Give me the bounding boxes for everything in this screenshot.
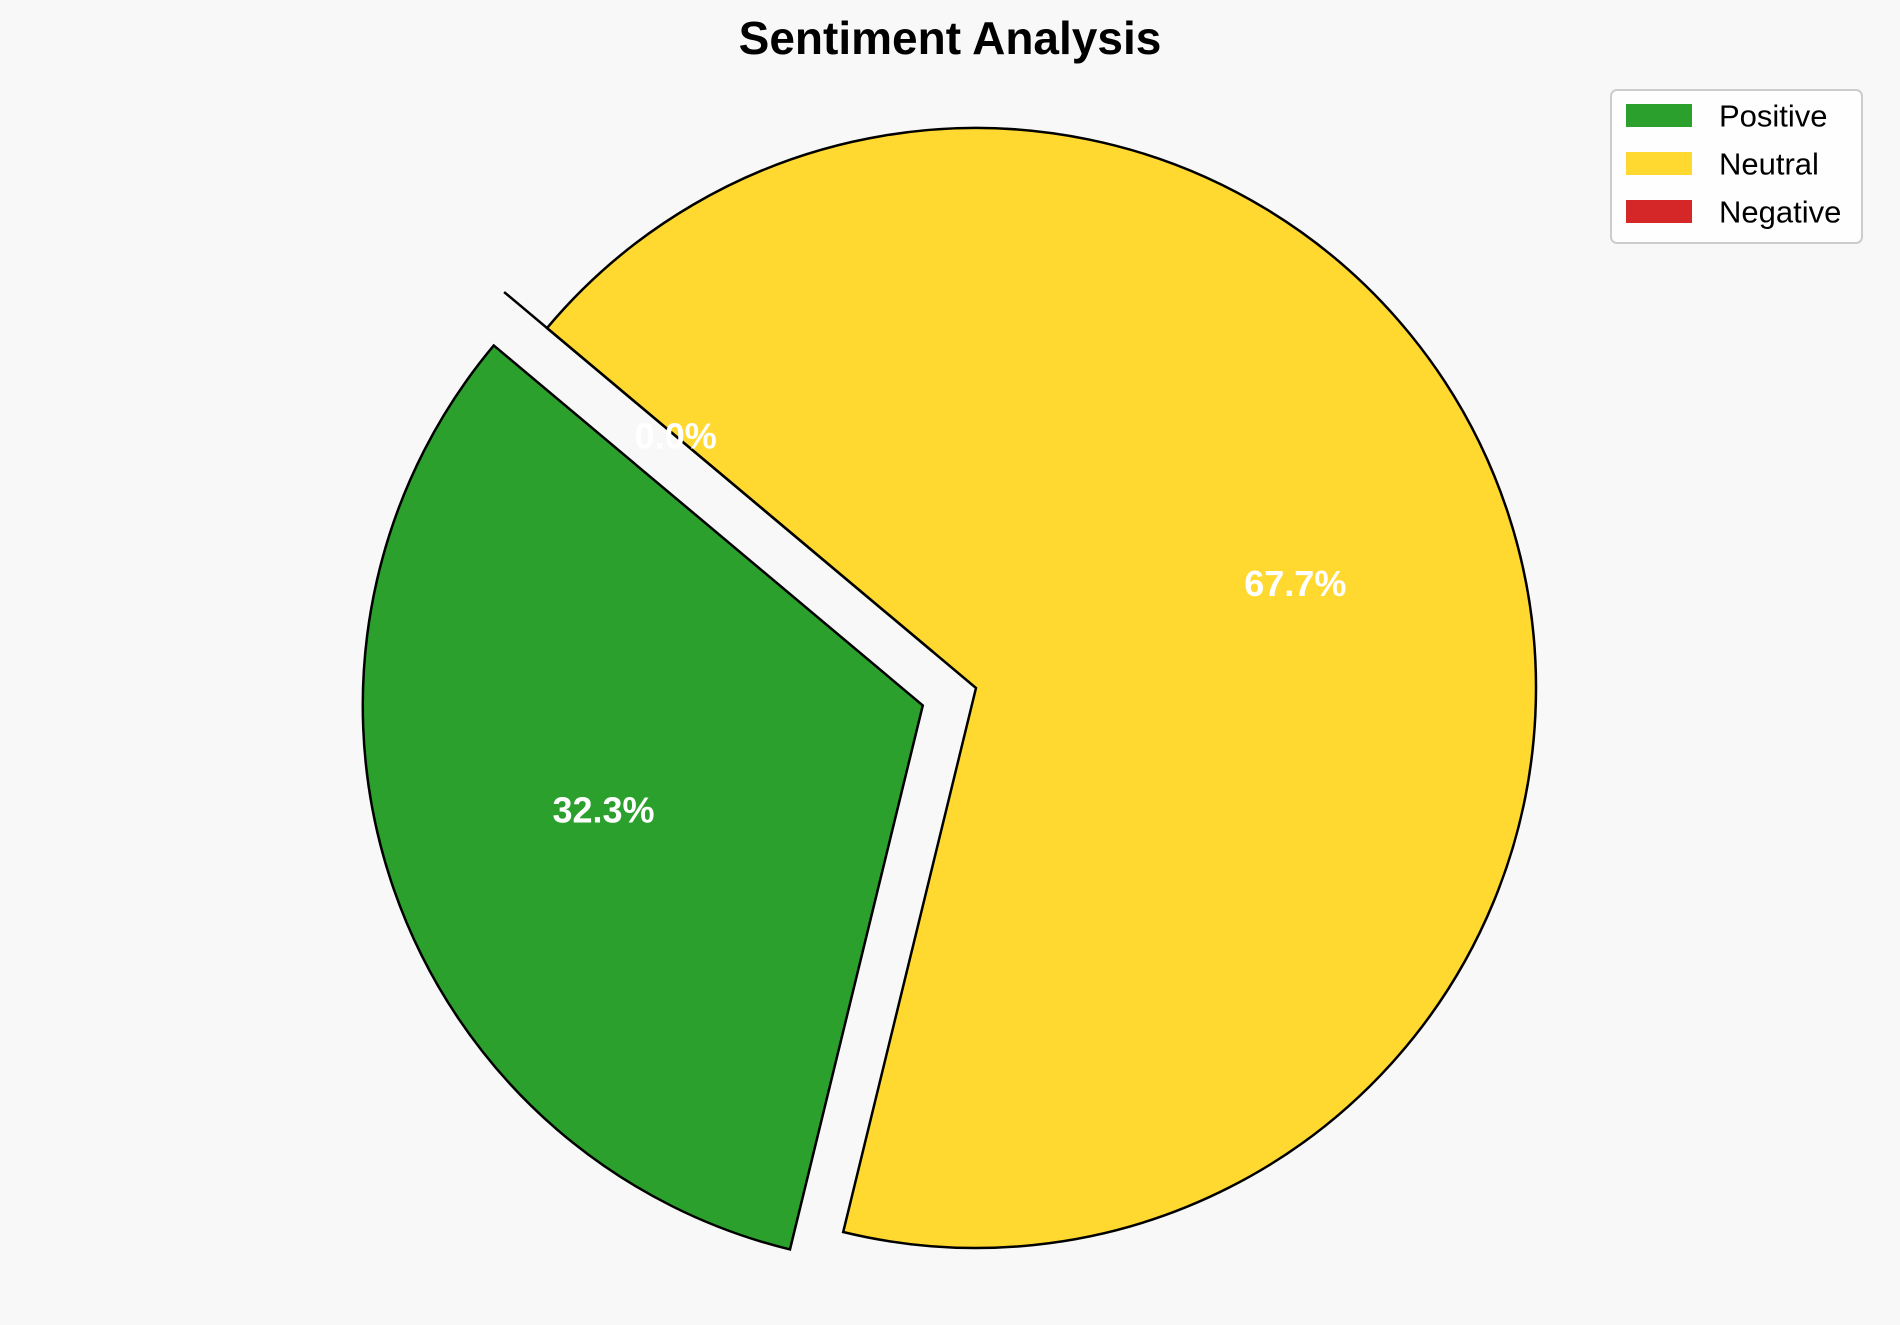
pie-label-neutral: 67.7% bbox=[1244, 563, 1346, 604]
legend-swatch-positive bbox=[1626, 104, 1692, 127]
pie-slice-negative bbox=[503, 291, 934, 653]
pie-percent-labels: 32.3% 67.7% 0.0% bbox=[552, 416, 1346, 831]
pie-label-positive: 32.3% bbox=[552, 790, 654, 831]
legend: Positive Neutral Negative bbox=[1610, 89, 1863, 244]
pie-slice-positive bbox=[361, 343, 925, 1251]
legend-label-negative: Negative bbox=[1719, 195, 1841, 230]
chart-title: Sentiment Analysis bbox=[739, 12, 1162, 64]
pie-label-negative: 0.0% bbox=[635, 416, 717, 457]
legend-label-positive: Positive bbox=[1719, 99, 1828, 134]
legend-label-neutral: Neutral bbox=[1719, 147, 1819, 182]
legend-swatch-neutral bbox=[1626, 152, 1692, 175]
legend-swatch-negative bbox=[1626, 200, 1692, 223]
pie-slice-neutral bbox=[545, 126, 1538, 1250]
pie-slices bbox=[361, 126, 1538, 1251]
